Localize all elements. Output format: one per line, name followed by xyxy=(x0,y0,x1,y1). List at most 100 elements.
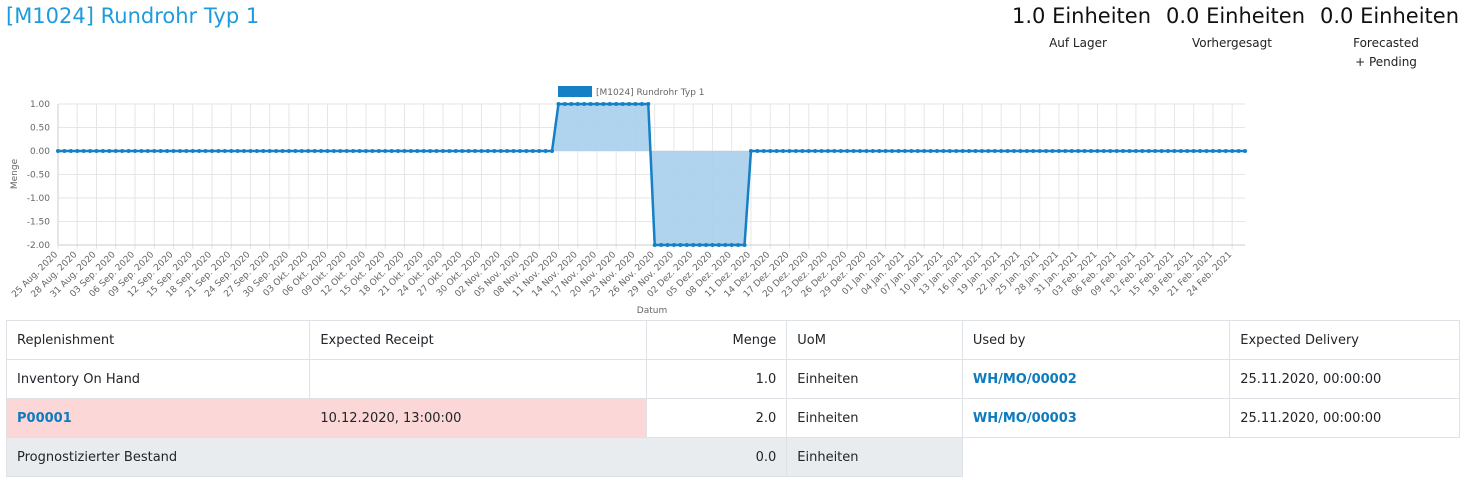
data-point xyxy=(492,149,497,153)
data-point xyxy=(787,149,792,153)
data-point xyxy=(1076,149,1081,153)
data-point xyxy=(498,149,503,153)
data-point xyxy=(344,149,349,153)
col-expected-delivery: Expected Delivery xyxy=(1229,320,1460,360)
cell-replenishment: Inventory On Hand xyxy=(5,359,311,399)
data-point xyxy=(165,149,170,153)
data-point xyxy=(1012,149,1017,153)
data-point xyxy=(543,149,548,153)
data-point xyxy=(113,149,118,153)
data-point xyxy=(1198,149,1203,153)
data-point xyxy=(896,149,901,153)
data-point xyxy=(1185,149,1190,153)
data-point xyxy=(639,102,644,106)
data-point xyxy=(870,149,875,153)
data-point xyxy=(229,149,234,153)
data-point xyxy=(254,149,259,153)
data-point xyxy=(562,102,567,106)
product-title-link[interactable]: [M1024] Rundrohr Typ 1 xyxy=(6,4,260,28)
data-point xyxy=(979,149,984,153)
data-point xyxy=(357,149,362,153)
cell-replenishment: P00001 xyxy=(5,398,311,438)
data-point xyxy=(1217,149,1222,153)
cell-used-by: WH/MO/00002 xyxy=(961,359,1231,399)
cell-delivery: 25.11.2020, 00:00:00 xyxy=(1229,398,1460,438)
data-point xyxy=(286,149,291,153)
data-point xyxy=(1204,149,1209,153)
y-tick-label: -2.00 xyxy=(27,241,51,251)
data-point xyxy=(216,149,221,153)
legend-swatch xyxy=(558,86,592,97)
data-point xyxy=(710,243,715,247)
table-row: Inventory On Hand 1.0 Einheiten WH/MO/00… xyxy=(5,359,1460,399)
data-point xyxy=(800,149,805,153)
total-uom: Einheiten xyxy=(786,437,963,477)
replenishment-link[interactable]: P00001 xyxy=(17,410,72,426)
data-point xyxy=(1082,149,1087,153)
data-point xyxy=(1037,149,1042,153)
col-used-by: Used by xyxy=(961,320,1231,360)
stat-pending-label-line2: + Pending xyxy=(1355,55,1417,69)
data-point xyxy=(396,149,401,153)
data-point xyxy=(665,243,670,247)
total-label: Prognostizierter Bestand xyxy=(17,449,178,465)
used-by-link[interactable]: WH/MO/00002 xyxy=(972,371,1077,387)
data-point xyxy=(319,149,324,153)
data-point xyxy=(1095,149,1100,153)
data-point xyxy=(1114,149,1119,153)
data-point xyxy=(1133,149,1138,153)
data-point xyxy=(633,102,638,106)
data-point xyxy=(575,102,580,106)
data-point xyxy=(473,149,478,153)
data-point xyxy=(550,149,555,153)
data-point xyxy=(351,149,356,153)
data-point xyxy=(883,149,888,153)
data-point xyxy=(761,149,766,153)
data-point xyxy=(748,149,753,153)
data-point xyxy=(421,149,426,153)
data-point xyxy=(222,149,227,153)
table-total-row: Prognostizierter Bestand 0.0 Einheiten xyxy=(5,437,1460,477)
data-point xyxy=(1031,149,1036,153)
data-point xyxy=(312,149,317,153)
data-point xyxy=(935,149,940,153)
data-point xyxy=(530,149,535,153)
data-point xyxy=(986,149,991,153)
data-point xyxy=(819,149,824,153)
x-axis-title: Datum xyxy=(637,306,667,316)
data-point xyxy=(742,243,747,247)
data-point xyxy=(845,149,850,153)
total-label-cell: Prognostizierter Bestand 0.0 xyxy=(5,437,788,477)
data-point xyxy=(524,149,529,153)
data-point xyxy=(376,149,381,153)
data-point xyxy=(928,149,933,153)
data-point xyxy=(293,149,298,153)
data-point xyxy=(1178,149,1183,153)
data-point xyxy=(177,149,182,153)
data-point xyxy=(460,149,465,153)
data-point xyxy=(1101,149,1106,153)
stat-on-hand-label: Auf Lager xyxy=(1049,36,1107,50)
data-point xyxy=(88,149,93,153)
data-point xyxy=(671,243,676,247)
data-point xyxy=(485,149,490,153)
stat-on-hand-value: 1.0 Einheiten xyxy=(1012,4,1152,28)
data-point xyxy=(197,149,202,153)
data-point xyxy=(325,149,330,153)
used-by-link[interactable]: WH/MO/00003 xyxy=(972,410,1077,426)
data-point xyxy=(338,149,343,153)
data-point xyxy=(1063,149,1068,153)
data-point xyxy=(1191,149,1196,153)
data-point xyxy=(646,102,651,106)
data-point xyxy=(120,149,125,153)
data-point xyxy=(100,149,105,153)
data-point xyxy=(94,149,99,153)
cell-quantity: 2.0 xyxy=(645,398,788,438)
data-point xyxy=(184,149,189,153)
data-point xyxy=(607,102,612,106)
data-point xyxy=(242,149,247,153)
data-point xyxy=(697,243,702,247)
data-point xyxy=(864,149,869,153)
data-point xyxy=(190,149,195,153)
